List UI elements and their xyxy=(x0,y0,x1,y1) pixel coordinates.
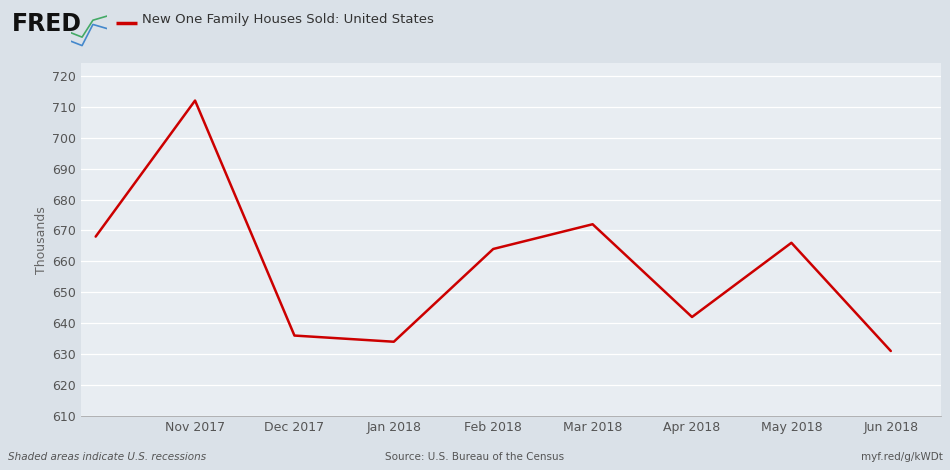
Text: FRED: FRED xyxy=(11,12,82,36)
Y-axis label: Thousands: Thousands xyxy=(35,206,48,274)
Text: myf.red/g/kWDt: myf.red/g/kWDt xyxy=(861,452,942,462)
Text: New One Family Houses Sold: United States: New One Family Houses Sold: United State… xyxy=(142,13,434,26)
Text: Source: U.S. Bureau of the Census: Source: U.S. Bureau of the Census xyxy=(386,452,564,462)
Text: Shaded areas indicate U.S. recessions: Shaded areas indicate U.S. recessions xyxy=(8,452,206,462)
